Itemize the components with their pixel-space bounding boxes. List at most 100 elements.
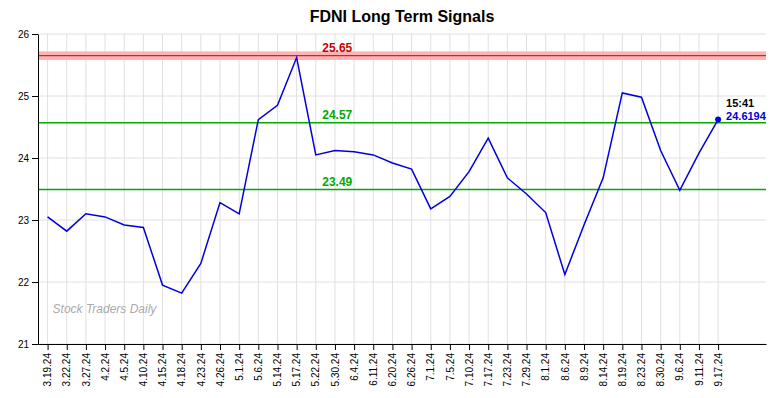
x-tick-mark xyxy=(143,344,144,350)
x-tick: 3.27.24 xyxy=(81,344,92,386)
y-tick-mark xyxy=(32,344,38,345)
x-tick: 8.19.24 xyxy=(617,344,628,386)
x-tick: 8.14.24 xyxy=(598,344,609,386)
grid-line-y xyxy=(38,282,766,283)
x-tick-label: 9.11.24 xyxy=(694,353,705,386)
y-tick: 25 xyxy=(18,91,38,102)
x-tick-label: 8.9.24 xyxy=(579,353,590,381)
x-tick-label: 4.2.24 xyxy=(100,353,111,381)
y-tick-mark xyxy=(32,220,38,221)
y-tick-mark xyxy=(32,158,38,159)
x-tick-mark xyxy=(277,344,278,350)
x-tick: 4.23.24 xyxy=(196,344,207,386)
x-tick-label: 4.18.24 xyxy=(176,353,187,387)
x-tick-mark xyxy=(124,344,125,350)
x-axis-line xyxy=(39,344,767,345)
grid-line-y xyxy=(38,96,766,97)
reference-line-label: 23.49 xyxy=(322,175,352,189)
x-tick: 4.5.24 xyxy=(119,344,130,381)
y-tick-label: 25 xyxy=(18,91,30,102)
x-tick-label: 5.30.24 xyxy=(330,353,341,387)
grid xyxy=(38,34,766,344)
x-tick-label: 9.17.24 xyxy=(713,353,724,387)
x-tick-label: 7.17.24 xyxy=(483,353,494,387)
price-line xyxy=(48,58,719,294)
x-tick: 7.5.24 xyxy=(445,344,456,381)
x-tick-mark xyxy=(220,344,221,350)
x-tick: 3.19.24 xyxy=(42,344,53,386)
y-tick-mark xyxy=(32,282,38,283)
x-tick: 7.1.24 xyxy=(425,344,436,381)
x-tick-label: 6.11.24 xyxy=(368,353,379,386)
x-tick: 8.30.24 xyxy=(655,344,666,386)
x-tick-label: 4.15.24 xyxy=(157,353,168,387)
reference-line xyxy=(38,55,766,56)
y-tick: 26 xyxy=(18,29,38,40)
x-tick-mark xyxy=(48,344,49,350)
x-tick-label: 9.6.24 xyxy=(674,353,685,381)
x-tick: 4.10.24 xyxy=(138,344,149,386)
y-tick-label: 21 xyxy=(18,339,30,350)
x-tick-mark xyxy=(412,344,413,350)
x-tick: 7.10.24 xyxy=(464,344,475,386)
x-tick-mark xyxy=(622,344,623,350)
x-tick-label: 6.26.24 xyxy=(406,353,417,387)
watermark: Stock Traders Daily xyxy=(53,302,158,316)
chart-title: FDNI Long Term Signals xyxy=(310,8,495,25)
x-tick: 8.1.24 xyxy=(540,344,551,381)
x-tick-label: 8.23.24 xyxy=(636,353,647,387)
x-tick: 6.4.24 xyxy=(349,344,360,381)
x-tick-mark xyxy=(373,344,374,350)
grid-line-y xyxy=(38,34,766,35)
x-tick-label: 8.1.24 xyxy=(540,353,551,381)
x-tick-label: 3.19.24 xyxy=(42,353,53,387)
x-tick-mark xyxy=(182,344,183,350)
x-tick: 5.17.24 xyxy=(291,344,302,386)
x-tick: 3.22.24 xyxy=(61,344,72,386)
x-tick: 6.20.24 xyxy=(387,344,398,386)
x-tick-label: 3.27.24 xyxy=(81,353,92,387)
x-tick: 7.17.24 xyxy=(483,344,494,386)
x-tick-mark xyxy=(680,344,681,350)
grid-line-y xyxy=(38,344,766,345)
reference-line xyxy=(38,189,766,191)
x-tick-label: 5.22.24 xyxy=(310,353,321,387)
last-value-label: 24.6194 xyxy=(726,110,767,122)
x-tick-mark xyxy=(584,344,585,350)
x-tick-label: 4.5.24 xyxy=(119,353,130,381)
x-tick-label: 7.10.24 xyxy=(464,353,475,387)
chart: 3.19.24 3.22.24 3.27.24 4.2.24 4.5.24 4.10.24… xyxy=(0,0,784,398)
last-time-label: 15:41 xyxy=(726,97,754,109)
y-tick-label: 23 xyxy=(18,215,30,226)
x-tick-mark xyxy=(258,344,259,350)
x-tick-label: 7.23.24 xyxy=(502,353,513,387)
last-point xyxy=(715,117,721,123)
x-tick-mark xyxy=(661,344,662,350)
x-tick-mark xyxy=(105,344,106,350)
plot-area xyxy=(38,51,766,293)
x-tick-mark xyxy=(163,344,164,350)
x-tick: 9.6.24 xyxy=(674,344,685,381)
x-tick: 9.17.24 xyxy=(713,344,724,386)
grid-line-y xyxy=(38,158,766,159)
y-tick: 24 xyxy=(18,153,38,164)
resistance-band xyxy=(38,51,766,60)
x-tick: 8.6.24 xyxy=(560,344,571,381)
x-tick: 5.1.24 xyxy=(234,344,245,381)
x-tick: 4.18.24 xyxy=(176,344,187,386)
x-tick-label: 6.20.24 xyxy=(387,353,398,387)
x-tick: 5.6.24 xyxy=(253,344,264,381)
x-tick-mark xyxy=(718,344,719,350)
x-tick-mark xyxy=(67,344,68,350)
x-tick-mark xyxy=(297,344,298,350)
x-tick-mark xyxy=(239,344,240,350)
x-tick: 5.30.24 xyxy=(330,344,341,386)
x-tick-label: 4.10.24 xyxy=(138,353,149,387)
x-tick-mark xyxy=(527,344,528,350)
y-tick-label: 26 xyxy=(18,29,30,40)
x-tick: 4.15.24 xyxy=(157,344,168,386)
x-tick: 9.11.24 xyxy=(694,344,705,386)
x-axis: 3.19.24 3.22.24 3.27.24 4.2.24 4.5.24 4.10.24… xyxy=(39,344,767,386)
y-tick-mark xyxy=(32,96,38,97)
x-tick: 7.29.24 xyxy=(521,344,532,386)
